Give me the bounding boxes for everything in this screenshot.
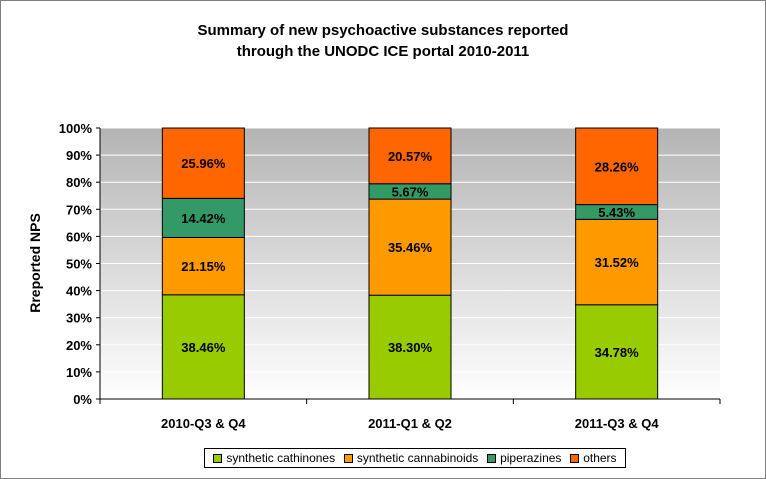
bar-segment-others: [161, 127, 245, 199]
bar-segment-synthetic-cannabinoids: [575, 218, 659, 306]
y-tick-label: 60%: [66, 229, 92, 244]
legend-label: others: [583, 451, 617, 465]
chart-title-line-2: through the UNODC ICE portal 2010-2011: [236, 43, 530, 60]
x-tick-label: 2010-Q3 & Q4: [161, 416, 246, 431]
y-tick-label: 0%: [73, 392, 92, 407]
legend-swatch: [487, 453, 497, 463]
legend-label: synthetic cathinones: [226, 451, 336, 465]
legend-item: others: [570, 451, 617, 465]
data-label: 35.46%: [388, 240, 433, 255]
y-tick-label: 20%: [66, 338, 92, 353]
y-tick-label: 40%: [66, 284, 92, 299]
data-label: 21.15%: [181, 259, 226, 274]
bar-segment-synthetic-cathinones: [368, 294, 452, 400]
y-tick-label: 70%: [66, 202, 92, 217]
y-tick-label: 100%: [59, 121, 93, 136]
x-tick-label: 2011-Q3 & Q4: [575, 416, 660, 431]
y-tick-label: 50%: [66, 257, 92, 272]
data-label: 5.43%: [598, 205, 635, 220]
chart-title-line-1: Summary of new psychoactive substances r…: [197, 22, 569, 39]
data-label: 14.42%: [181, 211, 226, 226]
legend-label: piperazines: [500, 451, 562, 465]
data-label: 34.78%: [595, 345, 640, 360]
legend-label: synthetic cannabinoids: [356, 451, 479, 465]
y-axis-label: Rreported NPS: [27, 213, 43, 313]
legend-item: synthetic cathinones: [213, 451, 335, 465]
data-label: 20.57%: [388, 149, 433, 164]
legend-swatch: [570, 453, 580, 463]
data-label: 5.67%: [392, 184, 429, 199]
data-label: 38.46%: [181, 340, 226, 355]
legend-swatch: [343, 453, 353, 463]
data-label: 25.96%: [181, 156, 226, 171]
bar-segment-others: [368, 127, 452, 185]
data-label: 31.52%: [595, 255, 640, 270]
bar-segment-piperazines: [161, 197, 245, 238]
y-tick-label: 10%: [66, 365, 92, 380]
legend-item: synthetic cannabinoids: [343, 451, 479, 465]
y-tick-label: 80%: [66, 175, 92, 190]
bar-segment-synthetic-cathinones: [161, 294, 245, 400]
y-tick-label: 90%: [66, 148, 92, 163]
legend-swatch: [213, 453, 223, 463]
data-label: 28.26%: [595, 159, 640, 174]
bar-segment-synthetic-cathinones: [575, 304, 659, 400]
data-label: 38.30%: [388, 340, 433, 355]
legend-item: piperazines: [487, 451, 561, 465]
legend: synthetic cathinones synthetic cannabinoi…: [204, 448, 626, 468]
y-tick-label: 30%: [66, 311, 92, 326]
bar-segment-others: [575, 127, 659, 206]
bar-segment-synthetic-cannabinoids: [368, 198, 452, 296]
chart-title: Summary of new psychoactive substances r…: [0, 20, 766, 62]
x-tick-label: 2011-Q1 & Q2: [368, 416, 452, 431]
